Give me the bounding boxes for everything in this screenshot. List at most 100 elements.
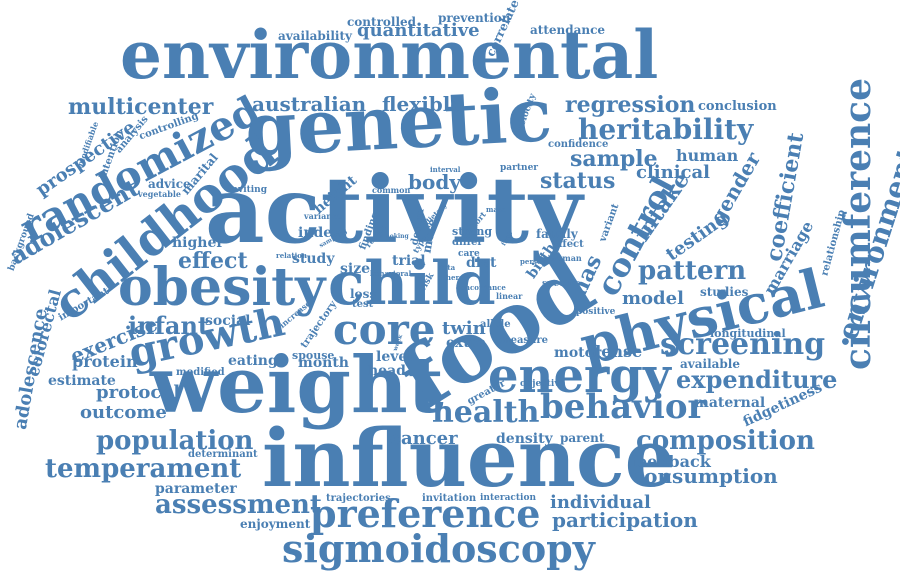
word: loss: [350, 287, 377, 301]
word: month: [298, 355, 349, 371]
word: enjoyment: [240, 517, 311, 531]
word: core: [333, 305, 436, 354]
word: controlled: [347, 15, 417, 29]
word: cancer: [390, 428, 458, 449]
word: model: [622, 288, 684, 309]
word: quantitative: [357, 20, 480, 41]
word: body: [408, 170, 461, 194]
word: heritability: [578, 113, 754, 146]
word: diet: [466, 255, 497, 271]
word: common: [372, 185, 411, 195]
word: social: [205, 313, 251, 329]
word: allele: [480, 319, 511, 330]
word: objective: [520, 379, 566, 389]
word: inviting: [228, 185, 268, 195]
word: australian: [252, 92, 367, 116]
word: higher: [172, 235, 224, 251]
word: level: [376, 349, 413, 365]
word: motor: [554, 345, 602, 361]
word: outcome: [80, 402, 167, 423]
word: child: [328, 249, 496, 319]
word: parent: [560, 431, 605, 445]
word: maternal: [694, 395, 766, 411]
word: index: [298, 225, 341, 241]
word: preference: [310, 491, 541, 536]
word: woman: [550, 253, 582, 263]
word: strong: [452, 225, 493, 238]
word: study: [292, 251, 335, 267]
word: attendance: [530, 23, 606, 37]
word: regression: [565, 92, 696, 118]
word: invitation: [422, 493, 477, 504]
word: obesity: [118, 257, 326, 318]
word: mass: [486, 205, 506, 214]
word: spouse: [292, 349, 335, 362]
word: smoking: [380, 233, 409, 240]
word: trial: [392, 253, 426, 269]
word: weight: [150, 340, 444, 431]
word: parameter: [155, 481, 237, 497]
word: positive: [576, 307, 616, 317]
word: vegetable: [138, 189, 182, 199]
word: twin: [442, 318, 486, 339]
word: environmental: [120, 16, 659, 94]
word: sample: [570, 146, 658, 172]
word: measure: [500, 335, 548, 346]
word: differ: [452, 237, 483, 248]
word: density: [496, 431, 553, 447]
word: determinant: [188, 449, 258, 460]
word: prevention: [438, 11, 511, 25]
word: human: [676, 146, 739, 165]
word: pattern: [638, 256, 747, 286]
word: data: [438, 263, 456, 272]
word: size: [340, 261, 371, 277]
word: available: [680, 357, 740, 371]
word: specific: [542, 279, 581, 289]
word: flexible: [382, 92, 464, 116]
word: longitudinal: [710, 327, 786, 340]
word: population: [96, 426, 254, 456]
word: infant: [128, 311, 209, 340]
word: variance: [304, 211, 343, 221]
word: head: [368, 363, 406, 379]
word: dense: [590, 342, 643, 361]
word: expenditure: [676, 365, 838, 394]
word: interval: [430, 165, 461, 174]
word: studies: [700, 285, 749, 299]
word: behavior: [540, 387, 706, 427]
word: family: [536, 227, 578, 241]
word: relation: [276, 251, 307, 260]
word: linear: [496, 291, 523, 301]
word: eating: [228, 353, 278, 369]
word: sigmoidoscopy: [282, 526, 595, 571]
word: feedback: [630, 452, 711, 471]
word: status: [540, 168, 616, 194]
word: effect: [178, 248, 248, 274]
word: affect: [552, 239, 584, 250]
word: protein: [72, 352, 138, 371]
word: protocol: [96, 382, 181, 403]
word: participation: [552, 508, 698, 532]
word: energy: [488, 348, 671, 404]
word: modified: [176, 367, 225, 378]
word: advice: [148, 177, 191, 191]
word: assessment: [155, 490, 322, 520]
word: other: [438, 273, 460, 282]
word: consumption: [632, 464, 778, 488]
word: availability: [278, 29, 352, 43]
word: trajectories: [326, 493, 391, 504]
word: influence: [262, 411, 676, 505]
word: conclusion: [698, 99, 777, 114]
word: activity: [205, 156, 583, 264]
word: behavioral: [370, 269, 412, 278]
word: estimate: [48, 373, 116, 389]
word: person: [520, 257, 547, 266]
word: confidence: [548, 139, 609, 150]
word: screening: [660, 327, 826, 362]
word: health: [432, 395, 540, 430]
word: composition: [636, 426, 815, 456]
word: extra: [446, 335, 487, 351]
word: concordance: [456, 283, 506, 292]
word: interaction: [480, 493, 537, 503]
